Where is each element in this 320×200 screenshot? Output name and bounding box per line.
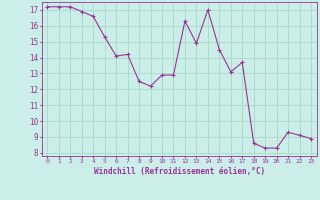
X-axis label: Windchill (Refroidissement éolien,°C): Windchill (Refroidissement éolien,°C): [94, 167, 265, 176]
